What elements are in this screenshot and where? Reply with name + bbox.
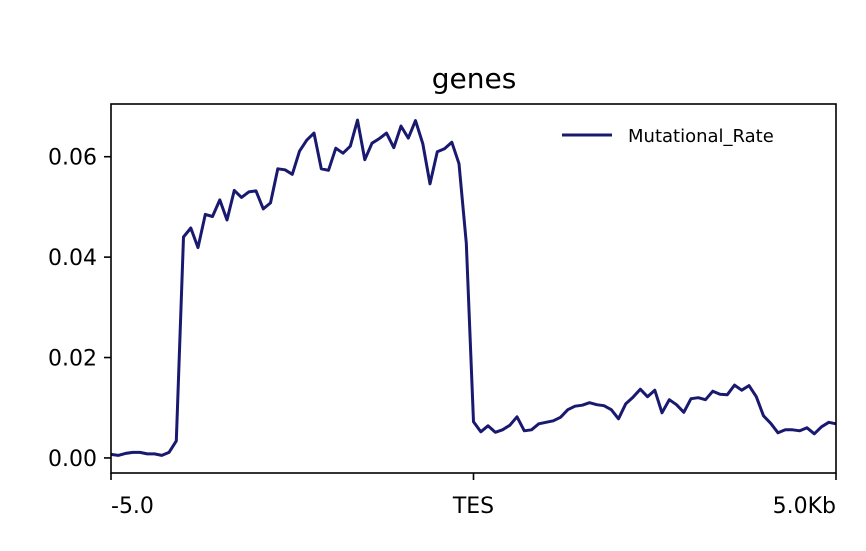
legend-label: Mutational_Rate [628, 126, 774, 147]
y-tick-label: 0.02 [48, 347, 97, 372]
y-tick-label: 0.06 [48, 146, 97, 171]
y-tick-label: 0.00 [48, 447, 97, 472]
legend: Mutational_Rate [562, 126, 774, 147]
x-tick-label: TES [452, 494, 494, 519]
x-tick-label: 5.0Kb [773, 494, 836, 519]
x-tick-label: -5.0 [111, 494, 154, 519]
y-tick-label: 0.04 [48, 246, 97, 271]
chart-title: genes [432, 62, 517, 95]
series-line-0 [110, 118, 837, 457]
